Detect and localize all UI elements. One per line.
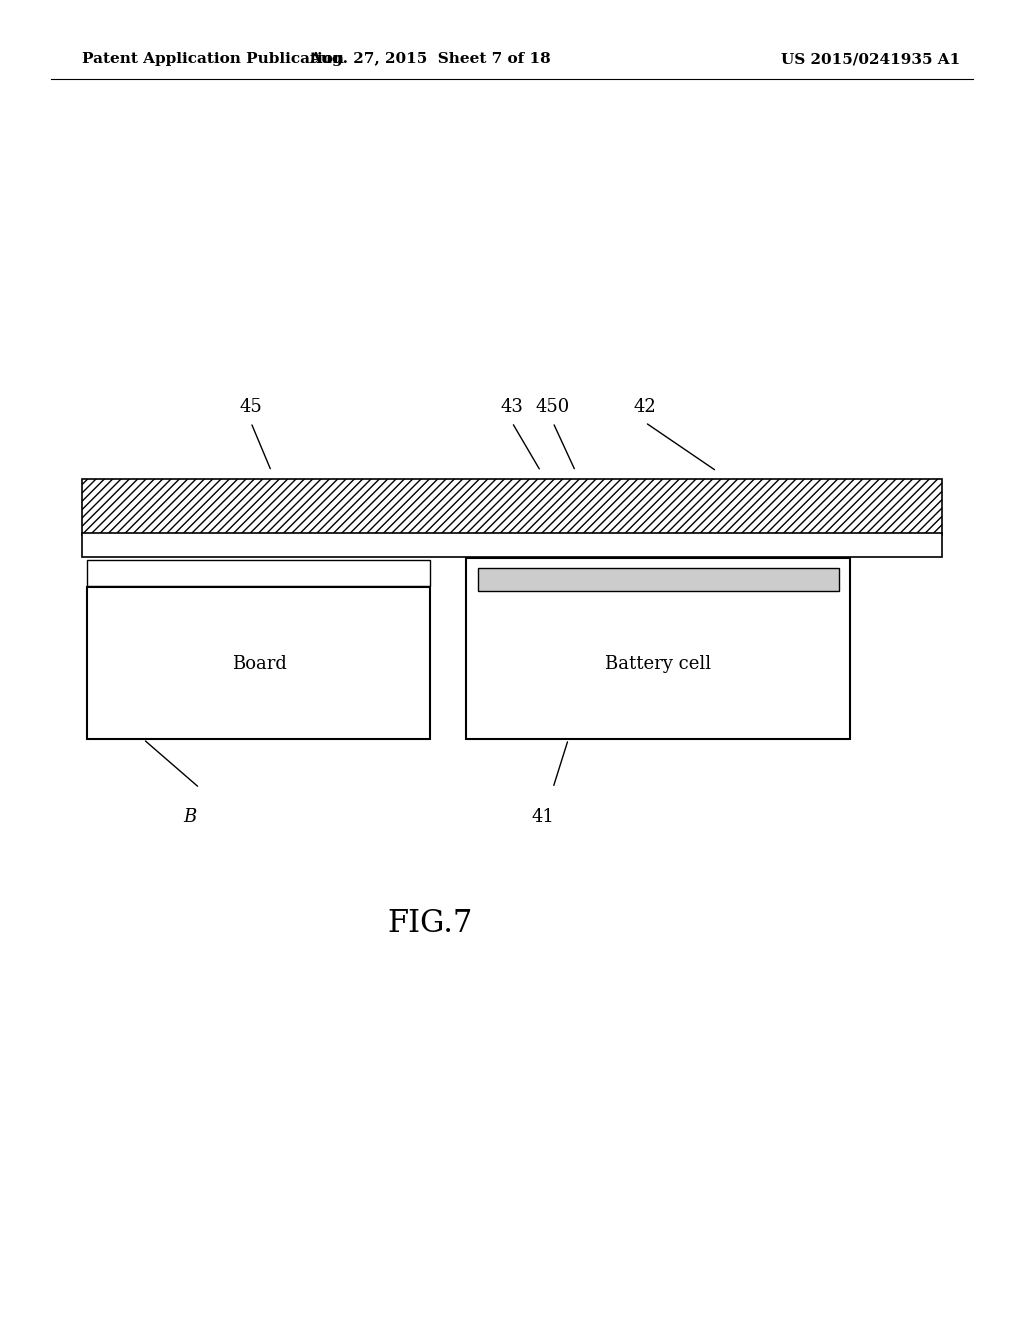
Bar xyxy=(478,568,839,591)
Text: Battery cell: Battery cell xyxy=(605,655,712,673)
Text: Patent Application Publication: Patent Application Publication xyxy=(82,53,344,66)
Text: B: B xyxy=(183,808,196,826)
Text: Aug. 27, 2015  Sheet 7 of 18: Aug. 27, 2015 Sheet 7 of 18 xyxy=(309,53,551,66)
Bar xyxy=(82,479,942,535)
Text: 43: 43 xyxy=(501,397,523,416)
Bar xyxy=(87,560,430,586)
Text: 45: 45 xyxy=(240,397,262,416)
Bar xyxy=(466,558,850,739)
Text: 41: 41 xyxy=(531,808,554,826)
Text: 450: 450 xyxy=(536,397,570,416)
Text: US 2015/0241935 A1: US 2015/0241935 A1 xyxy=(780,53,961,66)
Text: Board: Board xyxy=(231,655,287,673)
Text: 42: 42 xyxy=(634,397,656,416)
Bar xyxy=(82,533,942,557)
Bar xyxy=(87,587,430,739)
Text: FIG.7: FIG.7 xyxy=(387,908,473,940)
